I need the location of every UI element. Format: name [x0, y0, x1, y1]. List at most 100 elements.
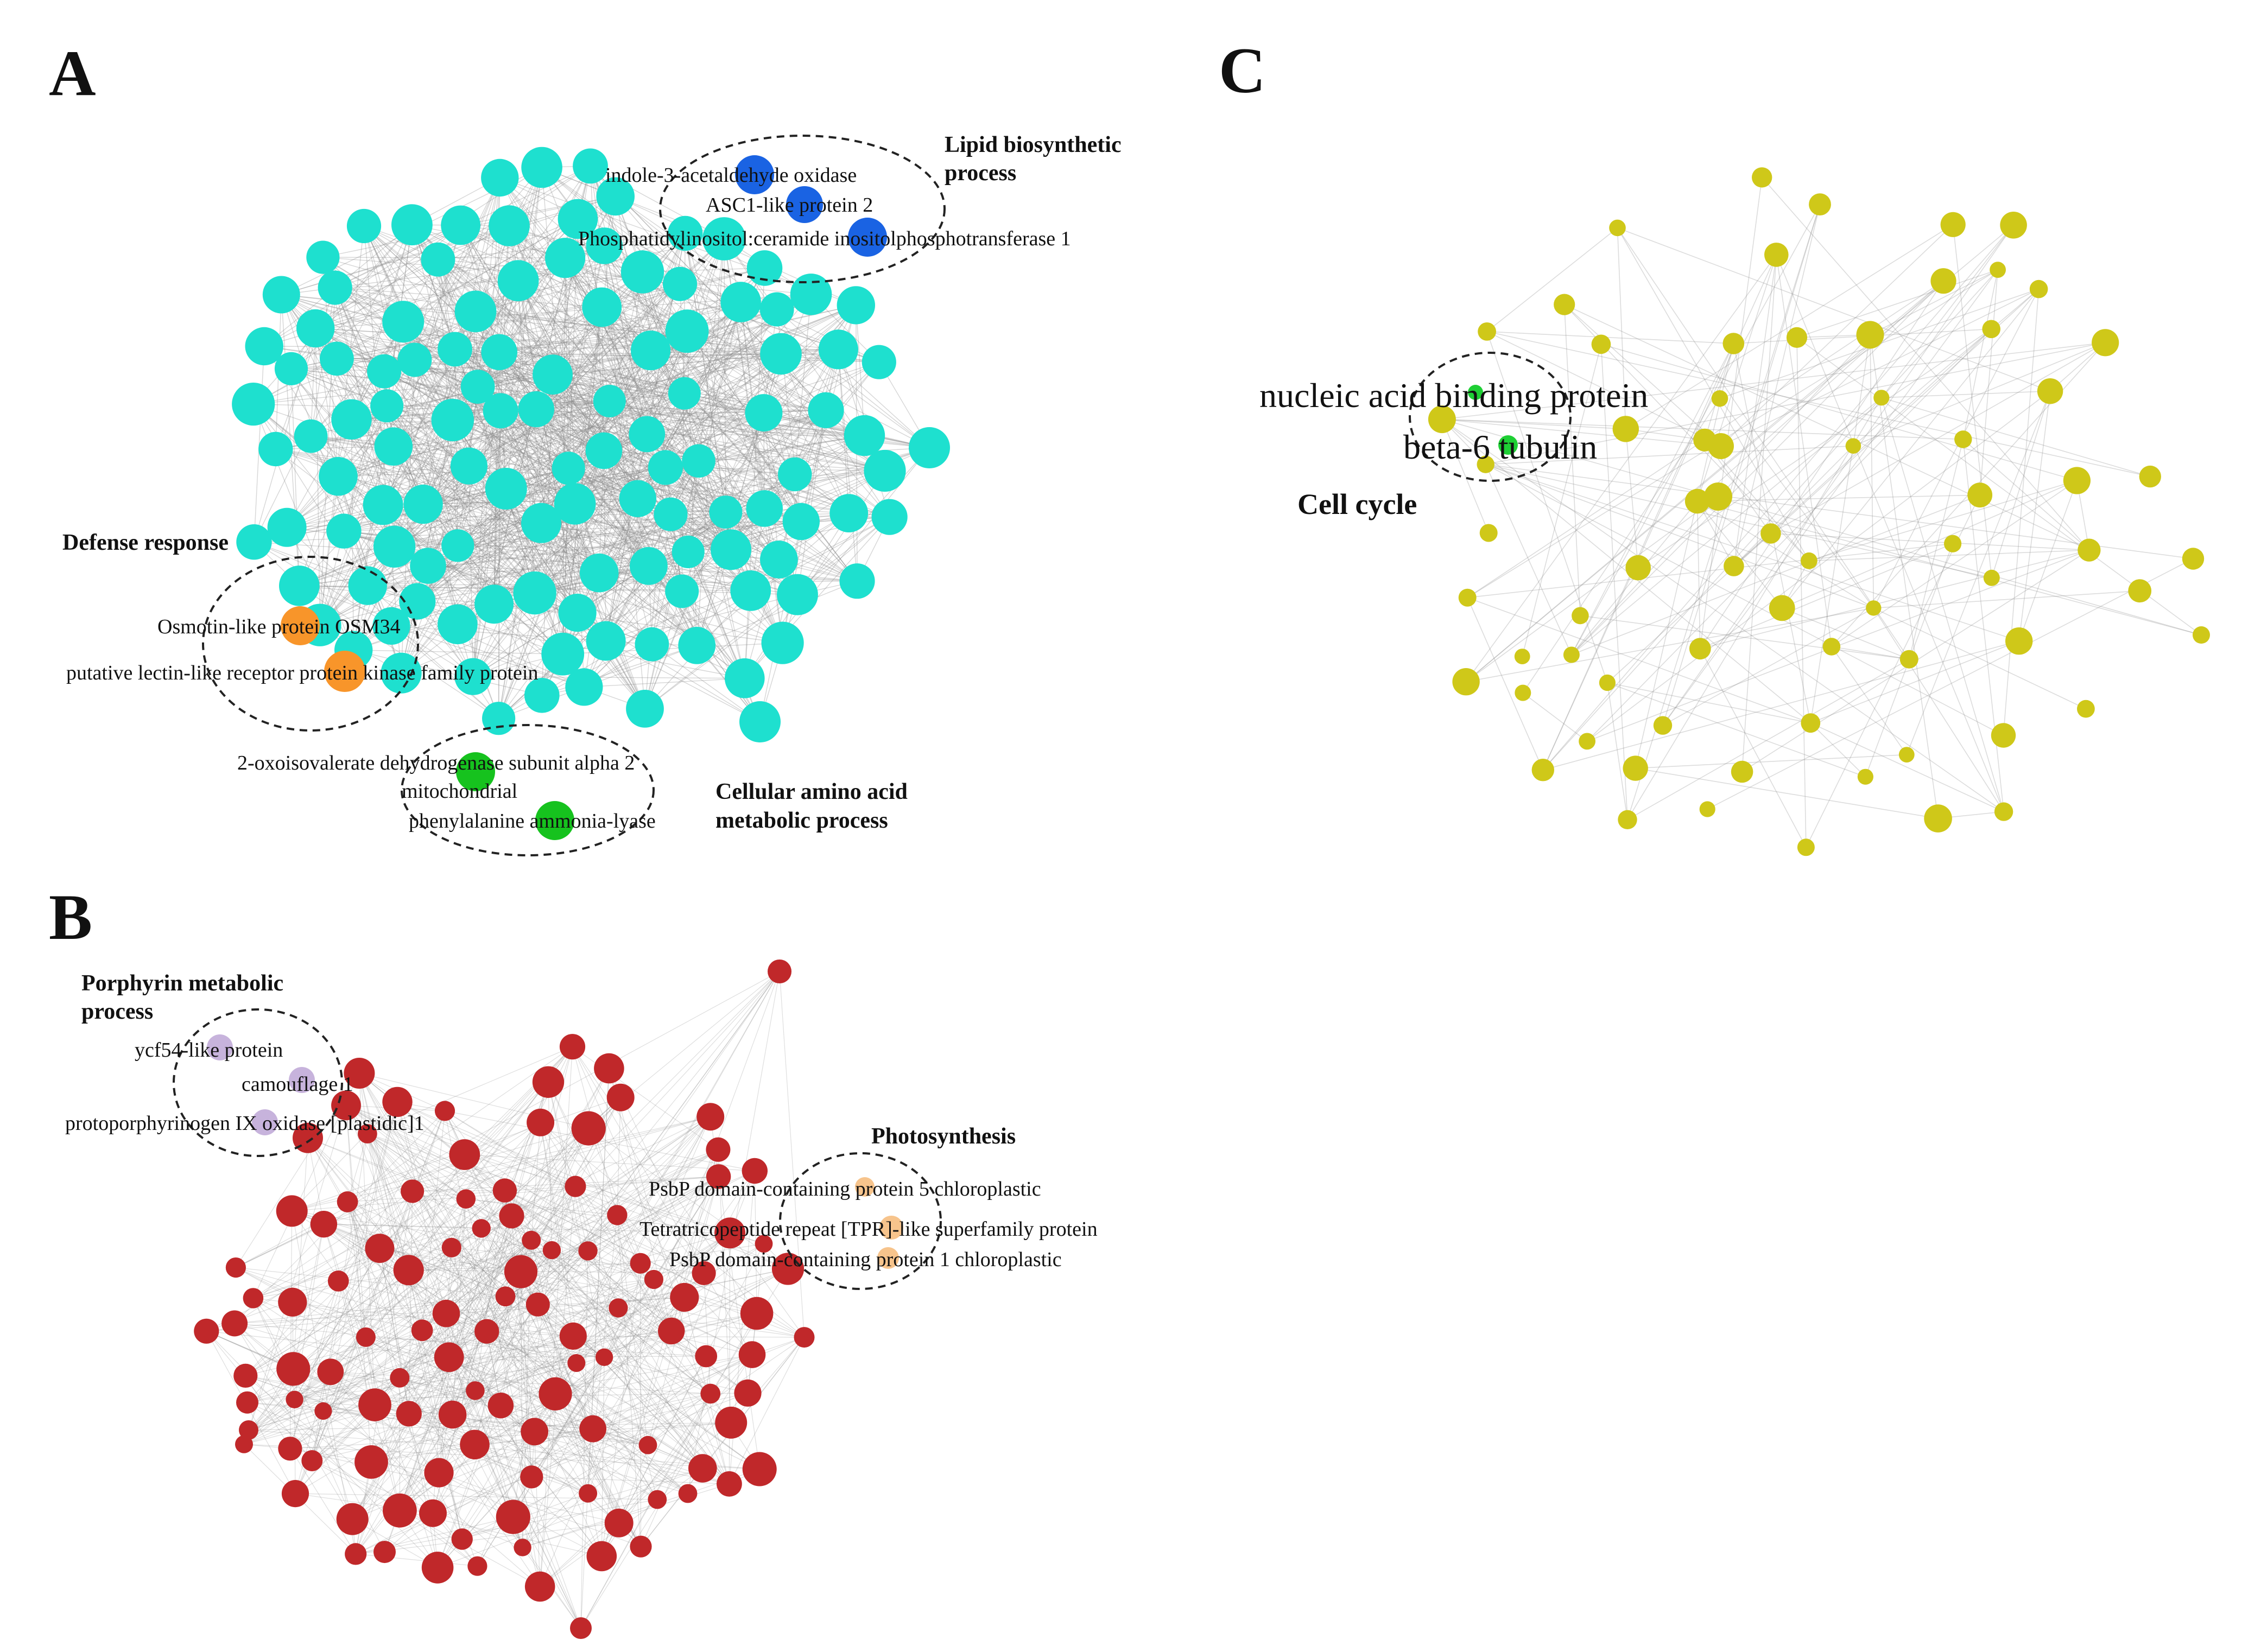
panel-a-node[interactable]: [441, 529, 474, 562]
panel-a-node[interactable]: [909, 427, 950, 468]
panel-a-node[interactable]: [518, 391, 554, 428]
panel-c-node[interactable]: [2063, 467, 2091, 494]
panel-b-node[interactable]: [432, 1299, 460, 1327]
panel-a-node[interactable]: [521, 147, 562, 188]
panel-b-node[interactable]: [768, 960, 791, 983]
panel-b-node[interactable]: [630, 1253, 651, 1274]
panel-b-node[interactable]: [411, 1319, 433, 1342]
panel-b-node[interactable]: [466, 1381, 485, 1400]
node-photo-1[interactable]: [855, 1177, 875, 1197]
panel-c-node[interactable]: [1618, 810, 1637, 830]
panel-c-node[interactable]: [1801, 552, 1817, 569]
panel-c-node[interactable]: [1924, 804, 1952, 833]
panel-c-node[interactable]: [1704, 482, 1732, 511]
node-porphyrin-3[interactable]: [252, 1109, 278, 1135]
panel-a-node[interactable]: [864, 449, 906, 492]
panel-b-node[interactable]: [460, 1429, 490, 1460]
panel-b-node[interactable]: [225, 1257, 246, 1278]
panel-c-node[interactable]: [2077, 700, 2095, 718]
panel-c-node[interactable]: [1982, 320, 2000, 339]
panel-c-node[interactable]: [1752, 167, 1772, 188]
panel-a-node[interactable]: [558, 199, 598, 239]
panel-b-node[interactable]: [373, 1541, 396, 1564]
panel-b-node[interactable]: [499, 1203, 524, 1229]
panel-a-node[interactable]: [665, 574, 699, 608]
panel-b-node[interactable]: [243, 1288, 264, 1308]
panel-a-node[interactable]: [421, 242, 455, 277]
panel-c-node[interactable]: [1898, 747, 1915, 763]
panel-c-node[interactable]: [1531, 759, 1554, 781]
panel-c-node[interactable]: [1479, 524, 1498, 542]
panel-b-node[interactable]: [310, 1211, 338, 1238]
panel-a-node[interactable]: [631, 331, 671, 371]
panel-b-node[interactable]: [286, 1390, 303, 1408]
panel-b-node[interactable]: [278, 1437, 302, 1461]
node-photo-2[interactable]: [879, 1216, 903, 1240]
panel-b-node[interactable]: [358, 1124, 377, 1144]
panel-b-node[interactable]: [401, 1179, 425, 1203]
panel-b-node[interactable]: [715, 1406, 748, 1439]
panel-c-node[interactable]: [1699, 801, 1715, 817]
panel-a-node[interactable]: [565, 668, 603, 706]
panel-b-node[interactable]: [327, 1270, 349, 1292]
panel-a-node[interactable]: [596, 177, 635, 216]
panel-c-node[interactable]: [1873, 390, 1890, 406]
panel-b-node[interactable]: [755, 1235, 773, 1253]
panel-a-node[interactable]: [746, 490, 783, 527]
panel-a-node[interactable]: [454, 290, 497, 333]
panel-c-node[interactable]: [1899, 650, 1918, 669]
panel-a-node[interactable]: [761, 621, 804, 664]
panel-b-node[interactable]: [706, 1137, 731, 1162]
panel-b-node[interactable]: [396, 1401, 422, 1427]
panel-c-node[interactable]: [2092, 329, 2119, 357]
node-cycle-1[interactable]: [1468, 385, 1483, 400]
panel-b-node[interactable]: [570, 1617, 592, 1639]
panel-a-node[interactable]: [370, 389, 404, 423]
panel-a-node[interactable]: [403, 484, 443, 524]
panel-b-node[interactable]: [559, 1322, 587, 1350]
panel-a-node[interactable]: [745, 394, 783, 432]
panel-a-node[interactable]: [746, 250, 783, 286]
panel-c-node[interactable]: [1563, 646, 1580, 663]
node-defense-2[interactable]: [324, 651, 365, 692]
panel-a-node[interactable]: [296, 309, 335, 348]
panel-a-node[interactable]: [790, 274, 832, 315]
panel-a-node[interactable]: [489, 205, 530, 246]
panel-a-node[interactable]: [682, 444, 715, 478]
panel-b-node[interactable]: [492, 1178, 517, 1203]
panel-b-node[interactable]: [278, 1287, 307, 1317]
panel-a-node[interactable]: [521, 503, 561, 543]
panel-a-node[interactable]: [331, 399, 372, 440]
panel-b-node[interactable]: [734, 1379, 762, 1407]
panel-a-node[interactable]: [541, 632, 585, 676]
panel-a-node[interactable]: [481, 158, 519, 197]
panel-b-node[interactable]: [235, 1435, 253, 1453]
panel-c-node[interactable]: [1944, 535, 1962, 552]
panel-b-node[interactable]: [451, 1528, 473, 1550]
panel-b-node[interactable]: [331, 1090, 361, 1121]
panel-a-node[interactable]: [818, 329, 858, 370]
panel-b-node[interactable]: [383, 1493, 417, 1528]
node-amino-2[interactable]: [535, 801, 574, 840]
panel-c-node[interactable]: [1515, 684, 1531, 701]
panel-c-node[interactable]: [1845, 438, 1861, 454]
panel-b-node[interactable]: [527, 1108, 555, 1136]
panel-a-node[interactable]: [573, 148, 608, 184]
panel-a-node[interactable]: [554, 483, 596, 525]
panel-b-node[interactable]: [579, 1484, 598, 1503]
panel-c-node[interactable]: [2029, 279, 2048, 298]
panel-a-node[interactable]: [586, 227, 623, 264]
panel-a-node[interactable]: [711, 529, 751, 570]
panel-a-node[interactable]: [319, 457, 358, 496]
panel-b-node[interactable]: [539, 1377, 572, 1410]
panel-b-node[interactable]: [514, 1539, 531, 1556]
panel-b-node[interactable]: [449, 1139, 480, 1170]
panel-a-node[interactable]: [730, 570, 771, 611]
panel-a-node[interactable]: [373, 525, 416, 568]
panel-a-node[interactable]: [678, 627, 716, 664]
panel-a-node[interactable]: [558, 594, 597, 632]
node-lipid-3[interactable]: [848, 218, 887, 257]
panel-b-node[interactable]: [344, 1058, 375, 1089]
panel-b-node[interactable]: [317, 1358, 344, 1386]
panel-a-node[interactable]: [619, 480, 657, 517]
